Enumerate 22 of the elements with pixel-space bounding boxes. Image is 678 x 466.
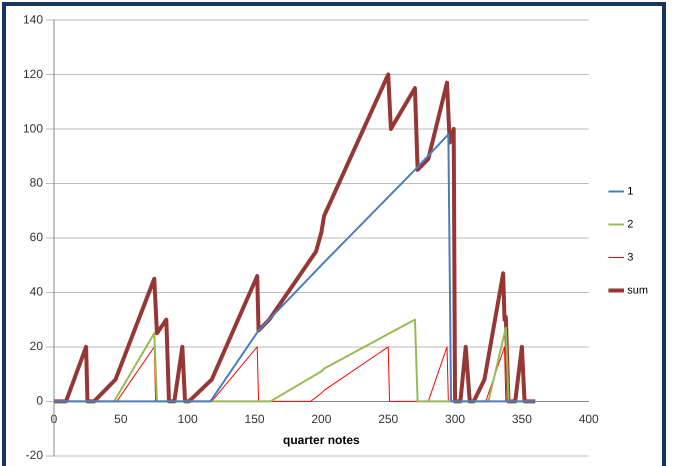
y-tick-label: 60	[30, 230, 44, 244]
x-tick-label: 200	[311, 412, 332, 426]
legend-label: 3	[627, 252, 634, 264]
x-tick-label: 400	[578, 412, 600, 426]
legend-label: 2	[627, 218, 634, 231]
x-tick-label: 250	[378, 412, 399, 426]
x-tick-label: 100	[178, 412, 198, 426]
y-tick-label: 80	[30, 176, 44, 190]
y-tick-label: -20	[26, 448, 44, 462]
legend-label: sum	[627, 284, 648, 297]
x-tick-label: 350	[512, 412, 532, 426]
x-tick-label: 150	[244, 412, 265, 426]
x-tick-label: 50	[114, 412, 128, 426]
y-tick-label: 120	[22, 66, 44, 81]
y-tick-label: 140	[22, 12, 44, 26]
y-tick-label: 40	[30, 284, 44, 299]
x-axis-title: quarter notes	[283, 433, 360, 448]
y-tick-label: 0	[36, 394, 44, 408]
legend-label: 1	[627, 186, 634, 198]
y-tick-label: 20	[30, 339, 44, 354]
x-tick-label: 300	[445, 412, 466, 426]
y-tick-label: 100	[22, 121, 44, 136]
